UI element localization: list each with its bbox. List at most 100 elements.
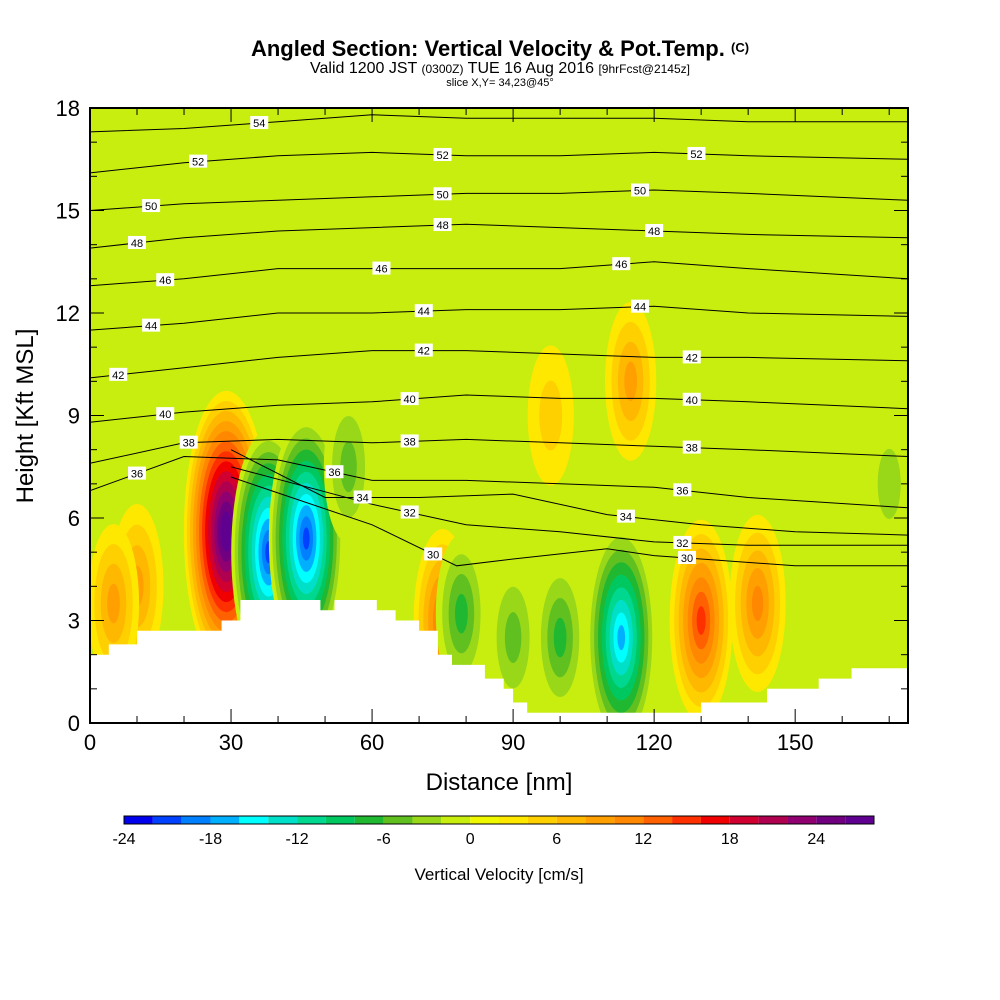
isentrope-label-box (682, 440, 701, 454)
colorbar-swatch (383, 816, 413, 824)
x-tick-label: 90 (501, 730, 525, 755)
isentrope-label-50-1: 50 (433, 187, 452, 201)
colorbar-swatch (816, 816, 846, 824)
isentrope-label-36-0: 36 (128, 466, 147, 481)
isentrope-label-44-2: 44 (631, 299, 650, 314)
isentrope-label-text: 46 (615, 259, 627, 271)
velocity-cell-0-13 (223, 521, 230, 542)
velocity-field (90, 302, 908, 723)
isentrope-label-box (616, 509, 635, 523)
colorbar-swatch (787, 816, 817, 824)
isentrope-label-box (189, 154, 208, 168)
chart-title-unit: (C) (731, 40, 750, 55)
velocity-cell-12-2 (504, 612, 522, 663)
isentrope-label-box (325, 465, 344, 479)
isentrope-label-box (612, 257, 631, 271)
isentrope-label-box (673, 535, 692, 549)
isentrope-label-box (414, 343, 433, 357)
isentrope-label-text: 42 (418, 346, 430, 358)
colorbar-swatch (325, 816, 355, 824)
isentrope-label-36-2: 36 (673, 483, 692, 497)
velocity-cell-7-1 (539, 380, 563, 451)
isentrope-label-box (678, 550, 697, 564)
colorbar-tick-label: -18 (199, 831, 222, 848)
isentrope-label-box (414, 304, 433, 318)
isentrope-label-box (645, 224, 664, 237)
isentrope-label-48-1: 48 (433, 218, 452, 232)
colorbar-swatch (297, 816, 326, 824)
colorbar-swatch (181, 816, 211, 824)
isentrope-label-text: 40 (159, 409, 171, 421)
colorbar-swatch (672, 816, 701, 824)
colorbar-swatch (210, 816, 240, 824)
velocity-cell-9-10 (302, 527, 310, 550)
isentrope-34 (230, 449, 908, 536)
isentrope-label-42-0: 42 (109, 367, 128, 382)
y-tick-label: 18 (56, 96, 80, 121)
isentrope-label-30-0: 30 (424, 547, 443, 561)
colorbar-tick-label: -24 (112, 831, 135, 848)
isentrope-label-box (433, 218, 452, 232)
x-axis: 0 30 60 90 120 150 (84, 108, 890, 755)
isentrope-label-52-2: 52 (687, 146, 706, 161)
isentrope-label-text: 44 (418, 306, 430, 318)
velocity-cell-5-4 (751, 585, 764, 622)
isentrope-38 (90, 438, 908, 464)
colorbar-swatch (643, 816, 673, 824)
colorbar-swatch (614, 816, 644, 824)
isentrope-label-text: 32 (676, 538, 688, 550)
y-tick-label: 9 (68, 404, 80, 429)
isentrope-label-text: 34 (620, 512, 632, 524)
x-tick-label: 0 (84, 730, 96, 755)
isentrope-label-text: 40 (404, 394, 416, 406)
colorbar-tick-label: -6 (376, 831, 390, 848)
isentrope-44 (90, 305, 908, 331)
isentrope-label-box (353, 490, 372, 504)
colorbar-swatch (758, 816, 788, 824)
isentrope-label-box (156, 407, 175, 421)
isentrope-labels: 30 30 32 32 34 34 36 36 36 38 38 38 40 40 40 42 42 42 44 44… (109, 116, 706, 565)
x-tick-label: 150 (777, 730, 814, 755)
isentrope-label-box (687, 146, 706, 160)
isentrope-label-text: 32 (404, 508, 416, 520)
isentrope-label-34-0: 34 (353, 490, 372, 505)
isentrope-label-text: 30 (681, 553, 693, 565)
isentrope-label-text: 52 (690, 149, 702, 161)
isentrope-label-text: 30 (427, 549, 439, 561)
isentrope-label-42-2: 42 (682, 350, 701, 364)
colorbar-tick-label: 12 (634, 831, 652, 848)
isentrope-32 (230, 466, 908, 546)
isentrope-42 (90, 350, 908, 379)
isentrope-label-box (400, 505, 419, 519)
velocity-cell-11-3 (454, 593, 468, 634)
isentrope-label-text: 42 (686, 352, 698, 364)
isentrope-label-box (400, 392, 419, 406)
x-axis-title: Distance [nm] (426, 769, 573, 796)
velocity-cell-10-8 (617, 625, 626, 651)
isentrope-54 (90, 114, 908, 133)
isentrope-label-40-2: 40 (682, 392, 701, 407)
colorbar-swatch (700, 816, 730, 824)
terrain-mask (90, 600, 908, 723)
colorbar-swatch (354, 816, 384, 824)
velocity-cell-6-3 (624, 361, 638, 402)
isentrope-label-text: 46 (159, 275, 171, 287)
isentrope-label-box (400, 434, 419, 448)
colorbar-tick-label: 6 (552, 831, 561, 848)
isentrope-50 (90, 189, 908, 211)
colorbar-swatch (441, 816, 471, 824)
isentrope-label-36-1: 36 (325, 465, 344, 479)
isentrope-label-text: 48 (648, 226, 660, 238)
forecast-label: [9hrFcst@2145z] (598, 62, 690, 76)
isentrope-label-40-1: 40 (400, 392, 419, 406)
isentrope-label-box (128, 235, 147, 249)
isentrope-label-48-0: 48 (128, 235, 147, 250)
chart-title: Angled Section: Vertical Velocity & Pot.… (0, 36, 1000, 62)
isentrope-label-46-1: 46 (372, 261, 391, 276)
y-axis-title: Height [Kft MSL] (12, 329, 39, 504)
isentrope-label-box (682, 392, 701, 406)
isentrope-label-box (682, 350, 701, 364)
isentrope-label-box (128, 466, 147, 480)
x-tick-label: 60 (360, 730, 384, 755)
